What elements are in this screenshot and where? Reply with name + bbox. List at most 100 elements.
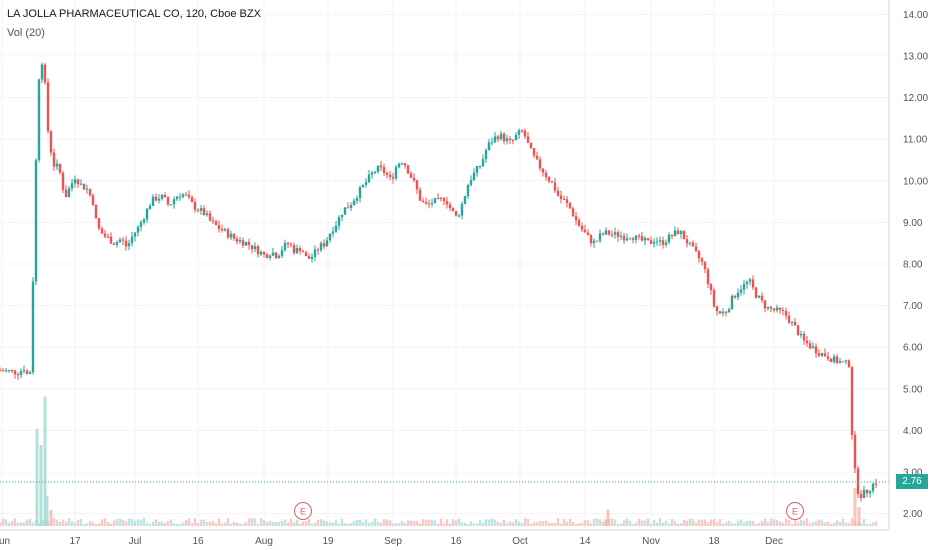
candle-body: [31, 281, 35, 373]
volume-bar: [223, 522, 227, 526]
volume-bar: [703, 519, 707, 526]
candle-body: [247, 241, 251, 246]
volume-bar: [286, 522, 290, 526]
candle-body: [874, 483, 878, 485]
candle-body: [361, 184, 365, 188]
candle-body: [37, 79, 41, 161]
candle-body: [526, 136, 530, 143]
candle-body: [199, 208, 203, 211]
time-tick-label: 16: [192, 536, 204, 547]
candle-body: [748, 279, 752, 282]
volume-bar: [256, 523, 260, 526]
volume-bar: [373, 518, 377, 526]
volume-bar: [751, 520, 755, 526]
volume-bar: [163, 523, 167, 526]
candle-body: [763, 300, 767, 309]
symbol-legend[interactable]: LA JOLLA PHARMACEUTICAL CO, 120, Cboe BZ…: [7, 8, 261, 20]
volume-bar: [109, 523, 113, 526]
candle-body: [502, 133, 506, 142]
candle-body: [406, 165, 410, 174]
volume-bar: [820, 520, 824, 526]
candle-body: [823, 353, 827, 357]
candle-body: [487, 142, 491, 151]
volume-bar: [274, 522, 278, 526]
candle-body: [469, 180, 473, 186]
volume-bar: [262, 519, 266, 526]
volume-spike: [35, 428, 39, 526]
volume-bar: [16, 522, 20, 526]
volume-bar: [454, 520, 458, 526]
volume-bar: [202, 519, 206, 526]
candle-body: [826, 356, 830, 359]
volume-bar: [664, 520, 668, 526]
candle-body: [694, 246, 698, 252]
volume-bar: [28, 518, 32, 526]
volume-bar: [478, 520, 482, 526]
candle-body: [832, 356, 836, 363]
volume-bar: [301, 521, 305, 526]
candle-body: [754, 287, 758, 298]
volume-bar: [37, 523, 41, 526]
volume-bar: [592, 518, 596, 526]
volume-bar: [787, 520, 791, 526]
volume-bar: [691, 518, 695, 526]
candle-body: [202, 208, 206, 216]
candle-body: [136, 226, 140, 233]
volume-bar: [184, 520, 188, 526]
candle-body: [583, 229, 587, 233]
volume-bar: [511, 522, 515, 526]
volume-bar: [559, 523, 563, 526]
time-axis[interactable]: Jun 17 Jul 16 Aug 19 Sep 16 Oct 14 Nov 18 Dec: [0, 536, 783, 547]
volume-bar: [796, 522, 800, 526]
volume-bar: [172, 523, 176, 526]
candle-body: [718, 311, 722, 314]
volume-bar: [277, 521, 281, 526]
volume-bar: [868, 523, 872, 526]
candle-body: [640, 236, 644, 241]
last-price-badge: 2.76: [896, 474, 928, 489]
candle-body: [286, 243, 290, 245]
volume-bar: [361, 522, 365, 526]
candle-body: [130, 236, 134, 244]
volume-bar: [118, 518, 122, 526]
volume-bar: [307, 519, 311, 526]
candle-body: [316, 249, 320, 251]
candle-body: [244, 241, 248, 246]
candle-body: [571, 208, 575, 217]
candle-body: [700, 258, 704, 262]
candle-body: [814, 346, 818, 354]
volume-bar: [520, 522, 524, 526]
price-axis[interactable]: 2.00 3.00 4.00 5.00 6.00 7.00 8.00 9.00 10.00 11.…: [903, 10, 928, 520]
volume-legend[interactable]: Vol (20): [7, 27, 45, 39]
candle-body: [808, 343, 812, 349]
candle-body: [805, 340, 809, 344]
candle-body: [370, 172, 374, 175]
candle-body: [601, 233, 605, 235]
candle-body: [76, 179, 80, 185]
candle-body: [16, 374, 20, 376]
volume-bar: [55, 520, 59, 526]
volume-bar: [292, 522, 296, 526]
candle-body: [322, 243, 326, 247]
volume-bar: [334, 519, 338, 526]
volume-bar: [247, 518, 251, 526]
candle-body: [517, 130, 521, 135]
candle-body: [229, 233, 233, 238]
candle-body: [256, 246, 260, 255]
volume-bar: [517, 521, 521, 526]
volume-bar: [214, 523, 218, 526]
candle-body: [385, 172, 389, 175]
volume-bar: [463, 522, 467, 526]
volume-bar: [628, 520, 632, 526]
volume-bar: [58, 521, 62, 526]
candle-body: [34, 160, 38, 282]
candle-body: [115, 242, 119, 245]
candle-body: [733, 295, 737, 298]
volume-bar: [154, 519, 158, 526]
candle-body: [520, 130, 524, 132]
volume-bar: [10, 521, 14, 526]
volume-bar: [70, 521, 74, 526]
volume-bar: [541, 521, 545, 526]
